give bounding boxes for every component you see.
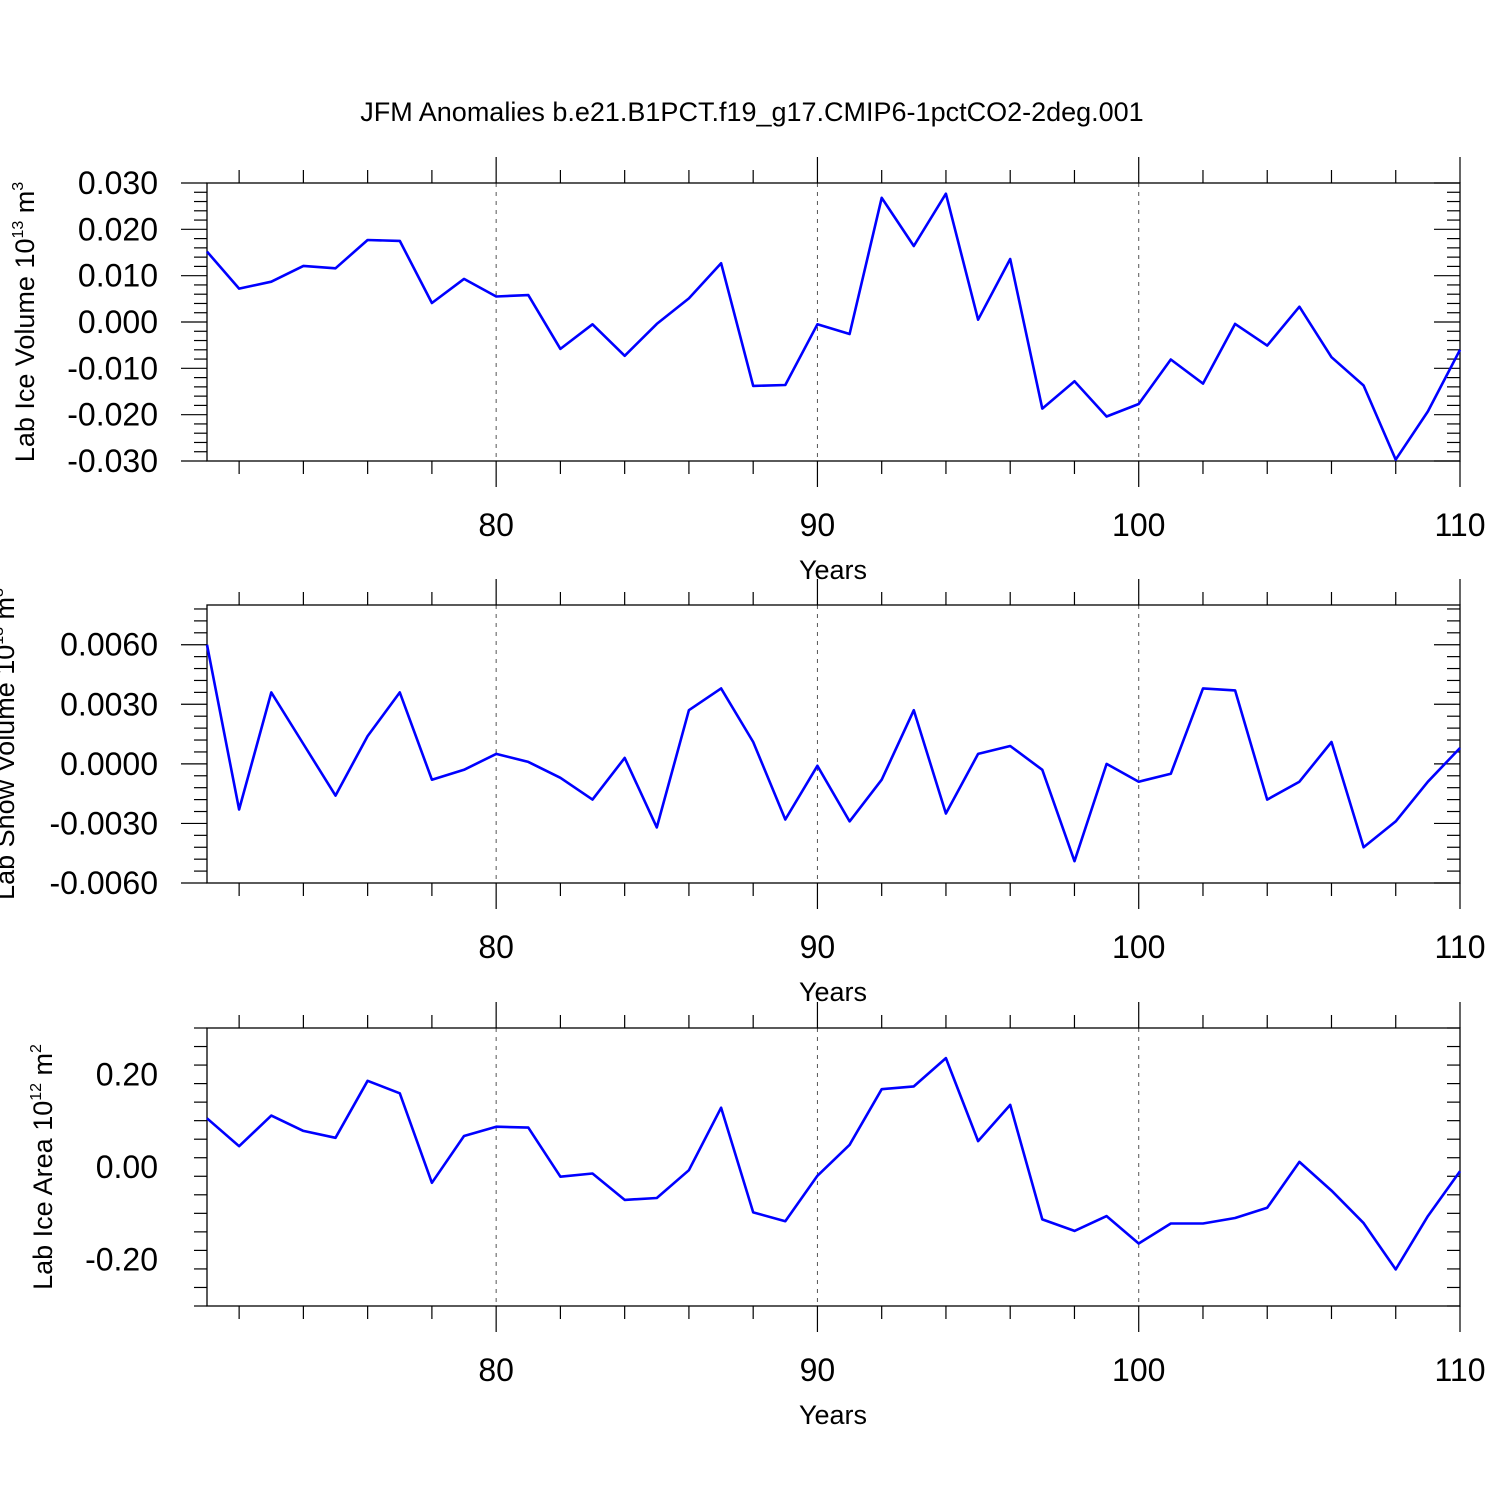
x-axis-title: Years: [799, 1400, 867, 1430]
y-tick-label: -0.010: [67, 350, 158, 386]
plot-frame: [206, 604, 1461, 884]
chart-title: JFM Anomalies b.e21.B1PCT.f19_g17.CMIP6-…: [360, 97, 1143, 127]
y-tick-label: 0.0000: [60, 746, 158, 782]
x-tick-label: 100: [1112, 507, 1165, 543]
x-tick-label: 80: [478, 1352, 514, 1388]
series-line: [206, 1056, 1462, 1271]
y-tick-label: 0.000: [78, 304, 158, 340]
x-axis-title: Years: [799, 555, 867, 585]
x-tick-label: 90: [800, 929, 836, 965]
y-tick-label: 0.010: [78, 258, 158, 294]
series-line: [206, 192, 1462, 461]
series-line: [205, 644, 1461, 863]
panel-3: 80 90 100 110 Years -0.20 0.00 0.20 Lab Ice Area…: [28, 1002, 1486, 1430]
x-tick-label: 90: [800, 507, 836, 543]
y-tick-label: 0.020: [78, 211, 158, 247]
y-tick-label: -0.0030: [49, 805, 158, 841]
x-tick-label: 100: [1112, 929, 1165, 965]
y-tick-label: -0.0060: [49, 865, 158, 901]
y-axis-title: Lab Ice Volume 1013 m3: [10, 182, 40, 462]
x-tick-label: 110: [1434, 507, 1485, 543]
panel-1: 80 90 100 110 Years -0.030 -0.020 -0.010 0.000 0.…: [10, 157, 1486, 585]
y-tick-label: 0.0030: [60, 686, 158, 722]
y-tick-label: 0.20: [96, 1056, 158, 1092]
y-tick-label: -0.030: [67, 443, 158, 479]
y-axis-title: Lab Snow Volume 1013 m3: [0, 588, 20, 900]
plot-frame: [206, 1027, 1461, 1307]
y-tick-label: -0.20: [85, 1242, 158, 1278]
y-axis-title: Lab Ice Area 1012 m2: [28, 1044, 58, 1290]
x-tick-label: 110: [1434, 1352, 1485, 1388]
plot-frame: [206, 182, 1461, 462]
x-tick-label: 90: [800, 1352, 836, 1388]
x-tick-label: 80: [478, 929, 514, 965]
x-tick-label: 100: [1112, 1352, 1165, 1388]
y-tick-label: 0.030: [78, 165, 158, 201]
y-tick-label: 0.00: [96, 1149, 158, 1185]
x-tick-label: 110: [1434, 929, 1485, 965]
x-axis-title: Years: [799, 977, 867, 1007]
x-tick-label: 80: [478, 507, 514, 543]
y-tick-label: -0.020: [67, 397, 158, 433]
panel-2: 80 90 100 110 Years -0.0060 -0.0030 0.0000 0.003…: [0, 579, 1486, 1007]
y-tick-label: 0.0060: [60, 627, 158, 663]
